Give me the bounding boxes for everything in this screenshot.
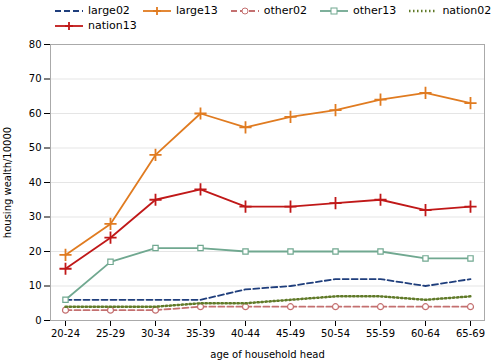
html-text:other13: other13 [353,4,397,17]
svg-text:35-39: 35-39 [186,328,215,339]
svg-text:0: 0 [35,315,41,326]
svg-text:25-29: 25-29 [96,328,125,339]
html-text:large02: large02 [88,4,130,17]
svg-text:60-64: 60-64 [411,328,440,339]
svg-text:40: 40 [29,177,42,188]
svg-text:70: 70 [29,73,42,84]
html-text:nation13: nation13 [88,19,137,32]
svg-text:10: 10 [29,280,42,291]
svg-text:30-34: 30-34 [141,328,170,339]
svg-text:65-69: 65-69 [456,328,485,339]
svg-text:20: 20 [29,246,42,257]
svg-text:55-59: 55-59 [366,328,395,339]
svg-text:60: 60 [29,108,42,119]
svg-text:40-44: 40-44 [231,328,260,339]
svg-text:50: 50 [29,142,42,153]
svg-text:45-49: 45-49 [276,328,305,339]
html-text:large13: large13 [175,4,218,17]
svg-text:50-54: 50-54 [321,328,350,339]
svg-text:80: 80 [29,39,42,50]
html-text:other02: other02 [263,4,308,17]
svg-text:20-24: 20-24 [51,328,80,339]
svg-text:age of household head: age of household head [210,349,325,360]
svg-text:housing wealth/10000: housing wealth/10000 [2,127,13,238]
svg-text:30: 30 [29,211,42,222]
html-text:nation02: nation02 [442,4,492,17]
